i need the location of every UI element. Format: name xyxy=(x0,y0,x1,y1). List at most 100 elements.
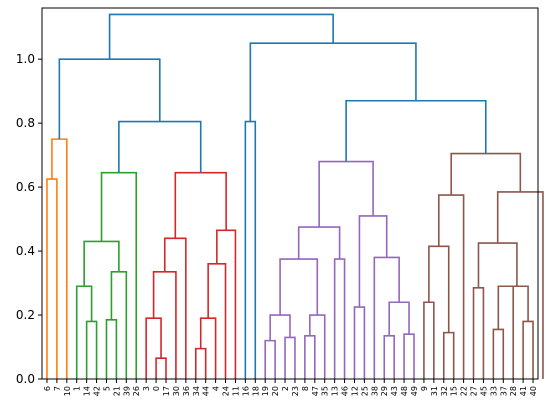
dendrogram-link xyxy=(373,256,400,379)
y-tick-label: 0.8 xyxy=(16,116,35,130)
dendrogram-link xyxy=(105,319,118,379)
dendrogram-link xyxy=(194,347,207,379)
leaf-label: 46 xyxy=(341,386,350,396)
dendrogram-link xyxy=(492,328,505,379)
leaf-label: 29 xyxy=(380,386,389,396)
dendrogram-link xyxy=(264,339,276,379)
plot-frame xyxy=(41,7,539,380)
dendrogram-link xyxy=(450,152,522,196)
y-tick-label: 1.0 xyxy=(16,52,35,66)
dendrogram-link xyxy=(497,285,514,379)
dendrogram-link xyxy=(472,287,485,379)
x-axis: 6 7 10 1 14 42 5 21 39 26 3 0 17 30 36 34 44 4 24 11 16 18 19 2… xyxy=(43,379,538,396)
dendrogram-link xyxy=(383,335,395,379)
leaf-label: 16 xyxy=(241,386,250,396)
dendrogram-link xyxy=(155,357,167,379)
leaf-label: 41 xyxy=(519,386,528,396)
y-tick-label: 0.0 xyxy=(16,372,35,386)
dendrogram-link xyxy=(58,58,161,140)
dendrogram-links xyxy=(46,13,544,379)
dendrogram-link xyxy=(309,314,326,379)
dendrogram-link xyxy=(522,320,534,379)
leaf-label: 4 xyxy=(212,386,221,391)
dendrogram-link xyxy=(318,160,374,228)
leaf-label: 26 xyxy=(132,386,141,396)
leaf-label: 20 xyxy=(271,386,280,396)
leaf-label: 27 xyxy=(470,386,479,396)
dendrogram-link xyxy=(145,317,162,379)
dendrogram-link xyxy=(438,194,465,379)
dendrogram-link xyxy=(110,271,128,379)
leaf-label: 14 xyxy=(83,386,92,396)
dendrogram-link xyxy=(174,171,227,239)
y-tick-label: 0.4 xyxy=(16,244,35,258)
leaf-label: 28 xyxy=(509,386,518,396)
leaf-label: 44 xyxy=(202,386,211,396)
dendrogram-link xyxy=(83,240,120,287)
dendrogram-link xyxy=(279,258,319,316)
dendrogram-link xyxy=(358,215,388,308)
leaf-label: 13 xyxy=(331,386,340,396)
dendrogram-link xyxy=(428,245,450,333)
leaf-label: 11 xyxy=(231,386,240,396)
dendrogram-link xyxy=(46,178,58,379)
leaf-label: 18 xyxy=(251,386,260,396)
dendrogram-link xyxy=(442,331,455,379)
dendrogram-link xyxy=(304,335,316,379)
dendrogram-link xyxy=(284,336,296,379)
dendrogram-link xyxy=(244,120,257,379)
dendrogram-link xyxy=(207,263,227,379)
leaf-label: 30 xyxy=(172,386,181,396)
dendrogram-link xyxy=(152,271,177,379)
leaf-label: 45 xyxy=(479,386,488,396)
leaf-label: 48 xyxy=(400,386,409,396)
leaf-label: 9 xyxy=(420,386,429,391)
leaf-label: 32 xyxy=(440,386,449,396)
dendrogram-link xyxy=(505,285,529,322)
dendrogram-link xyxy=(477,242,518,288)
leaf-label: 24 xyxy=(222,386,231,396)
dendrogram-link xyxy=(249,42,417,122)
leaf-label: 33 xyxy=(489,386,498,396)
dendrogram-link xyxy=(108,13,334,60)
leaf-label: 2 xyxy=(281,386,290,391)
leaf-label: 25 xyxy=(360,386,369,396)
dendrogram-link xyxy=(353,306,366,379)
dendrogram-link xyxy=(163,237,187,379)
leaf-label: 39 xyxy=(122,386,131,396)
leaf-label: 38 xyxy=(370,386,379,396)
leaf-label: 22 xyxy=(460,386,469,396)
leaf-label: 35 xyxy=(321,386,330,396)
leaf-label: 5 xyxy=(102,386,111,391)
leaf-label: 10 xyxy=(63,386,72,396)
leaf-label: 47 xyxy=(311,386,320,396)
leaf-label: 7 xyxy=(53,386,62,391)
leaf-label: 15 xyxy=(450,386,459,396)
dendrogram-link xyxy=(118,120,202,173)
dendrogram-link xyxy=(199,317,217,379)
leaf-label: 12 xyxy=(350,386,359,396)
leaf-label: 40 xyxy=(529,386,538,396)
leaf-label: 6 xyxy=(43,386,52,391)
dendrogram-link xyxy=(333,258,346,379)
leaf-label: 31 xyxy=(430,386,439,396)
leaf-label: 49 xyxy=(410,386,419,396)
dendrogram-link xyxy=(403,333,415,379)
y-axis: 0.0 0.2 0.4 0.6 0.8 1.0 xyxy=(16,52,42,386)
leaf-label: 34 xyxy=(192,386,201,396)
dendrogram-link xyxy=(75,285,93,379)
leaf-label: 17 xyxy=(162,386,171,396)
y-tick-label: 0.2 xyxy=(16,308,35,322)
leaf-label: 42 xyxy=(93,386,102,396)
y-tick-label: 0.6 xyxy=(16,180,35,194)
leaf-label: 36 xyxy=(182,386,191,396)
leaf-label: 23 xyxy=(291,386,300,396)
leaf-label: 21 xyxy=(112,386,121,396)
dendrogram-link xyxy=(423,301,435,379)
leaf-label: 8 xyxy=(301,386,310,391)
dendrogram-link xyxy=(51,138,68,379)
dendrogram-link xyxy=(388,301,410,336)
leaf-label: 0 xyxy=(152,386,161,391)
leaf-label: 19 xyxy=(261,386,270,396)
